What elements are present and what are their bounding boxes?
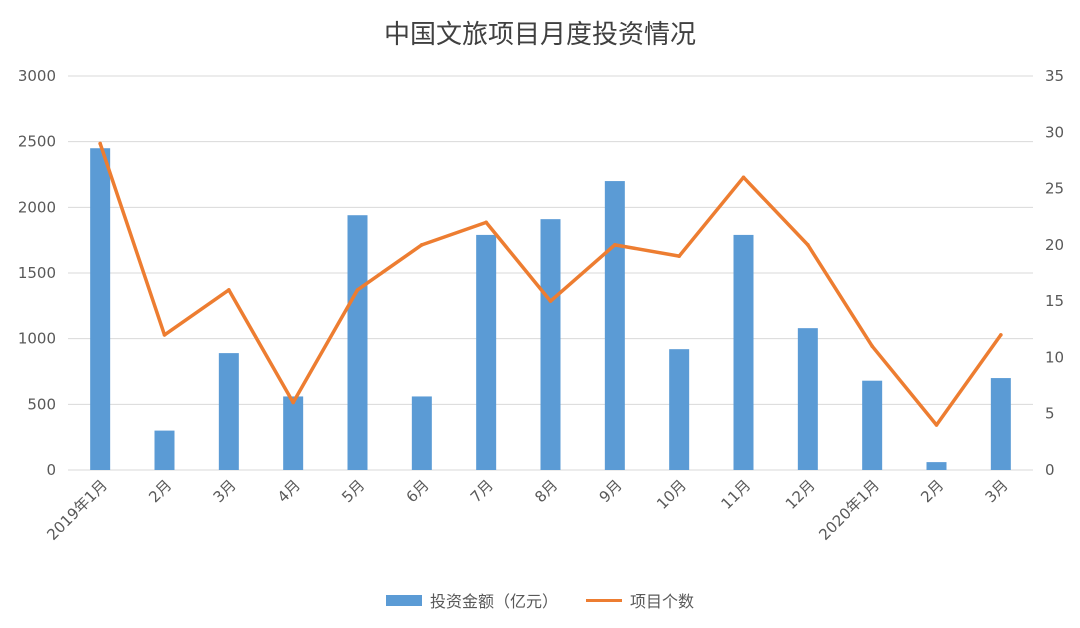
- legend-item-line[interactable]: 项目个数: [586, 588, 694, 612]
- legend-label-bar: 投资金额（亿元）: [429, 592, 558, 611]
- bar: [733, 234, 754, 470]
- line-point: [741, 175, 746, 180]
- chart-title: 中国文旅项目月度投资情况: [383, 20, 696, 50]
- y-left-tick-label: 0: [46, 461, 56, 479]
- legend-item-bar[interactable]: 投资金额（亿元）: [385, 588, 558, 612]
- bar: [411, 396, 432, 470]
- x-tick-label: 2月: [917, 476, 947, 506]
- y-right-tick-label: 15: [1045, 292, 1064, 310]
- x-tick-label: 2020年1月: [815, 476, 883, 544]
- bar: [283, 396, 304, 470]
- bar: [218, 353, 239, 470]
- y-right-tick-label: 20: [1045, 236, 1064, 254]
- bar: [154, 430, 175, 470]
- bar: [604, 181, 625, 471]
- y-left-tick-label: 1000: [18, 330, 56, 348]
- x-tick-label: 10月: [653, 476, 690, 513]
- x-tick-label: 6月: [403, 476, 433, 506]
- x-tick-label: 4月: [274, 476, 304, 506]
- y-left-tick-label: 3000: [18, 67, 56, 85]
- line-point: [870, 344, 874, 348]
- bar: [926, 462, 947, 470]
- bar: [540, 219, 561, 470]
- line-point: [98, 141, 102, 146]
- x-tick-label: 7月: [467, 476, 497, 506]
- line-point: [291, 400, 295, 405]
- line-point: [420, 243, 424, 247]
- y-left-tick-label: 2500: [18, 133, 56, 151]
- chart-legend: 投资金额（亿元） 项目个数: [0, 588, 1080, 612]
- x-tick-label: 5月: [338, 476, 368, 506]
- y-right-tick-label: 10: [1045, 348, 1064, 366]
- x-tick-label: 9月: [596, 476, 626, 506]
- x-tick-label: 3月: [210, 476, 240, 506]
- line-point: [227, 288, 231, 292]
- bar: [347, 215, 368, 470]
- line-point: [548, 299, 553, 303]
- legend-label-line: 项目个数: [630, 592, 695, 611]
- line-point: [355, 288, 360, 292]
- x-tick-label: 2019年1月: [43, 476, 111, 544]
- bar: [476, 234, 497, 470]
- x-tick-label: 3月: [982, 476, 1012, 506]
- bar: [862, 380, 883, 470]
- bar: [669, 349, 690, 470]
- y-left-tick-label: 1500: [18, 264, 56, 282]
- line-point: [999, 333, 1003, 337]
- y-right-tick-label: 0: [1045, 461, 1055, 479]
- bar: [90, 148, 111, 470]
- bar: [990, 378, 1011, 470]
- y-right-tick-label: 25: [1045, 180, 1064, 198]
- x-tick-label: 12月: [782, 476, 819, 513]
- y-right-tick-label: 35: [1045, 67, 1064, 85]
- x-tick-label: 11月: [717, 476, 754, 513]
- y-right-tick-label: 5: [1045, 405, 1055, 423]
- y-left-tick-label: 2000: [18, 198, 56, 216]
- y-left-tick-label: 500: [27, 395, 56, 413]
- bar: [797, 328, 818, 470]
- line-point: [934, 423, 939, 427]
- legend-swatch-bar: [385, 594, 422, 606]
- line-point: [806, 243, 810, 247]
- y-right-tick-label: 30: [1045, 123, 1064, 141]
- x-tick-label: 2月: [145, 476, 175, 506]
- line-point: [484, 220, 488, 225]
- line-point: [677, 254, 681, 258]
- x-tick-label: 8月: [531, 476, 561, 506]
- legend-swatch-line: [586, 598, 622, 602]
- line-point: [613, 243, 617, 247]
- line-point: [162, 333, 167, 337]
